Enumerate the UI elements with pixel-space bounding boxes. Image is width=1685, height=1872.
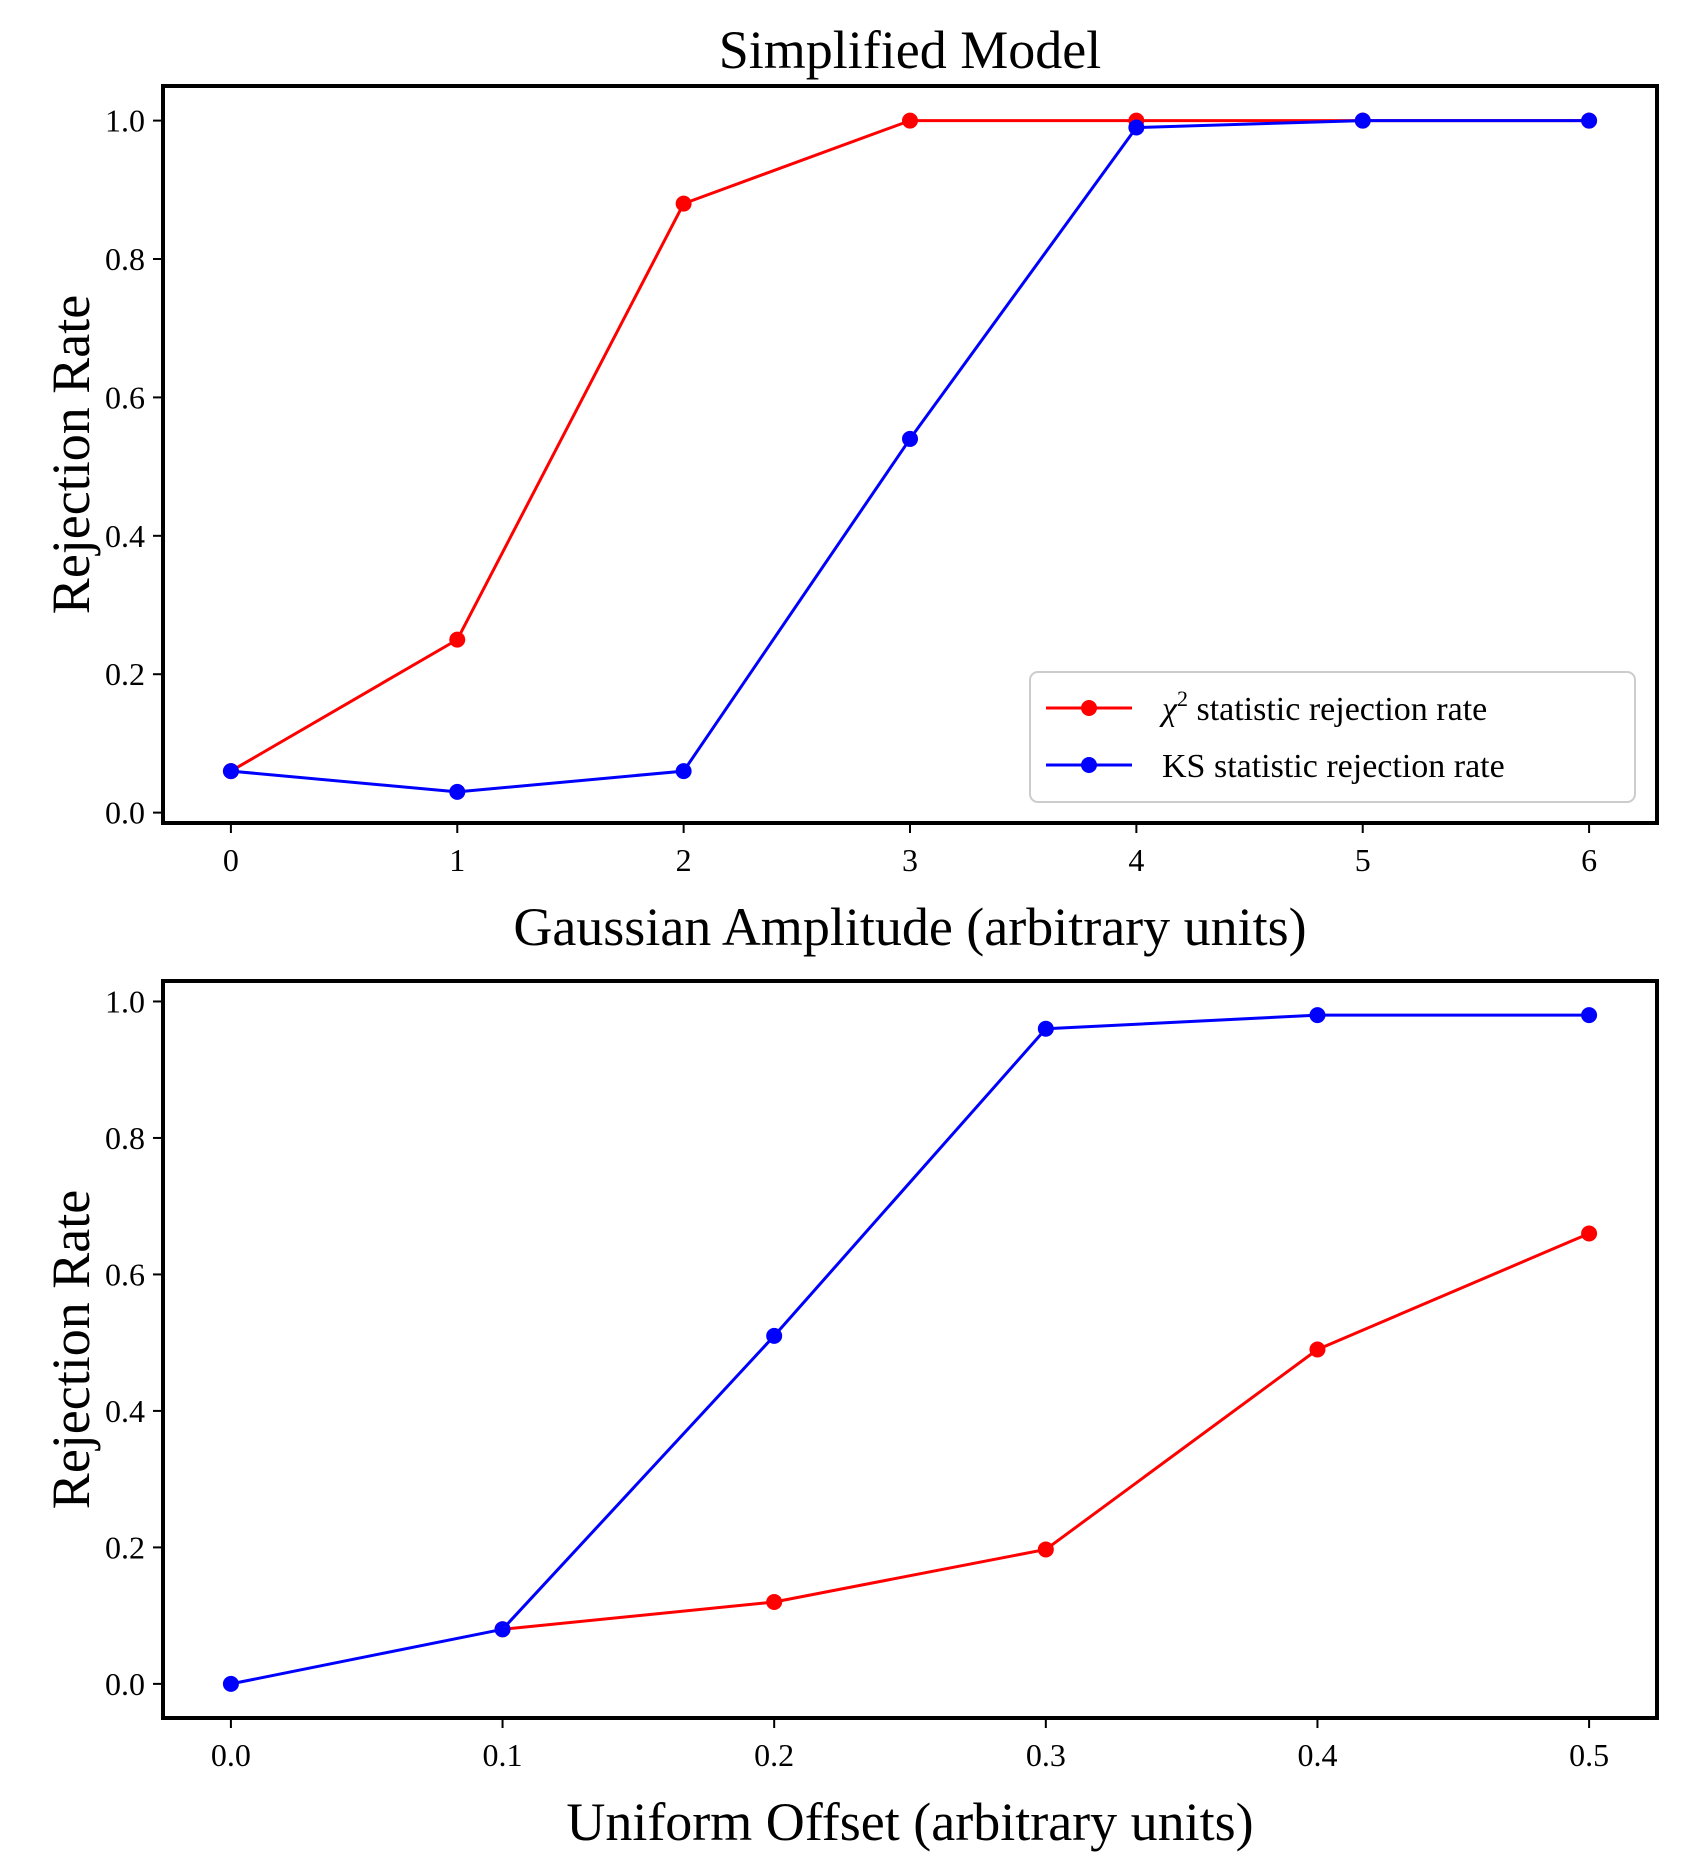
y-tick-label: 0.6 — [105, 1256, 145, 1292]
x-axis-title: Gaussian Amplitude (arbitrary units) — [513, 897, 1306, 957]
legend-frame — [1029, 671, 1636, 803]
data-point-chi2 — [766, 1593, 783, 1610]
legend-chi2-superscript: 2 — [1177, 686, 1188, 711]
x-tick-label: 3 — [902, 842, 918, 878]
plot-frame — [161, 979, 1659, 1720]
y-tick-label: 0.4 — [105, 518, 145, 554]
legend-ks-label: KS statistic rejection rate — [1162, 748, 1505, 785]
legend-chi2-marker — [1081, 700, 1097, 716]
data-point-ks — [766, 1327, 783, 1344]
x-tick-label: 0.1 — [483, 1737, 523, 1773]
data-point-chi2 — [675, 195, 692, 212]
x-tick-label: 0.5 — [1569, 1737, 1609, 1773]
data-point-ks — [1581, 112, 1598, 129]
data-point-ks — [675, 763, 692, 780]
legend-chi2-text: statistic rejection rate — [1188, 691, 1487, 728]
x-axis-title: Uniform Offset (arbitrary units) — [566, 1792, 1253, 1852]
data-point-ks — [449, 783, 466, 800]
y-tick-label: 0.8 — [105, 1120, 145, 1156]
series-line-chi2 — [502, 1232, 1590, 1631]
legend-ks-marker — [1081, 757, 1097, 773]
x-tick-label: 4 — [1128, 842, 1144, 878]
x-tick-label: 0.3 — [1026, 1737, 1066, 1773]
y-tick-label: 1.0 — [105, 983, 145, 1019]
figure-title: Simplified Model — [719, 20, 1101, 80]
data-point-ks — [1354, 112, 1371, 129]
legend-chi2-symbol: χ — [1159, 691, 1178, 728]
data-point-ks — [1309, 1007, 1326, 1024]
x-tick-label: 6 — [1581, 842, 1597, 878]
y-tick-label: 0.2 — [105, 656, 145, 692]
data-point-chi2 — [902, 112, 918, 129]
x-tick-label: 0.4 — [1297, 1737, 1337, 1773]
series-line-ks — [230, 1013, 1590, 1686]
x-tick-label: 0 — [223, 842, 239, 878]
data-point-chi2 — [449, 631, 466, 648]
y-tick-label: 0.4 — [105, 1393, 145, 1429]
x-tick-label: 2 — [676, 842, 692, 878]
y-axis-title: Rejection Rate — [41, 1190, 101, 1509]
y-tick-label: 0.8 — [105, 241, 145, 277]
data-point-ks — [902, 430, 918, 447]
y-tick-label: 0.0 — [105, 795, 145, 831]
data-point-chi2 — [1309, 1341, 1326, 1358]
y-tick-label: 0.0 — [105, 1666, 145, 1702]
data-point-ks — [1128, 119, 1145, 136]
data-point-chi2 — [1037, 1541, 1054, 1558]
data-point-ks — [1037, 1020, 1054, 1037]
legend: χ2 statistic rejection rate KS statistic… — [1029, 671, 1636, 803]
y-tick-label: 0.6 — [105, 379, 145, 415]
y-axis-title: Rejection Rate — [41, 295, 101, 614]
y-tick-label: 0.2 — [105, 1529, 145, 1565]
data-point-ks — [222, 763, 239, 780]
x-tick-label: 1 — [449, 842, 465, 878]
data-point-ks — [494, 1621, 511, 1638]
x-tick-label: 0.0 — [211, 1737, 251, 1773]
x-tick-label: 5 — [1355, 842, 1371, 878]
legend-chi2-label: χ2 statistic rejection rate — [1159, 686, 1487, 728]
data-point-chi2 — [1581, 1225, 1598, 1242]
chart-top-panel: 0 1 2 3 4 5 6 0.0 0.2 0.4 0.6 0.8 1.0 Gaussian Amplit… — [41, 84, 1659, 957]
data-point-ks — [1581, 1007, 1598, 1024]
data-point-ks — [222, 1675, 239, 1692]
plot-frame — [161, 84, 1659, 825]
chart-bottom-panel: 0.0 0.1 0.2 0.3 0.4 0.5 0.0 0.2 0.4 0.6 0.8 1.0 Unif… — [41, 979, 1659, 1852]
y-tick-label: 1.0 — [105, 103, 145, 139]
x-tick-label: 0.2 — [754, 1737, 794, 1773]
